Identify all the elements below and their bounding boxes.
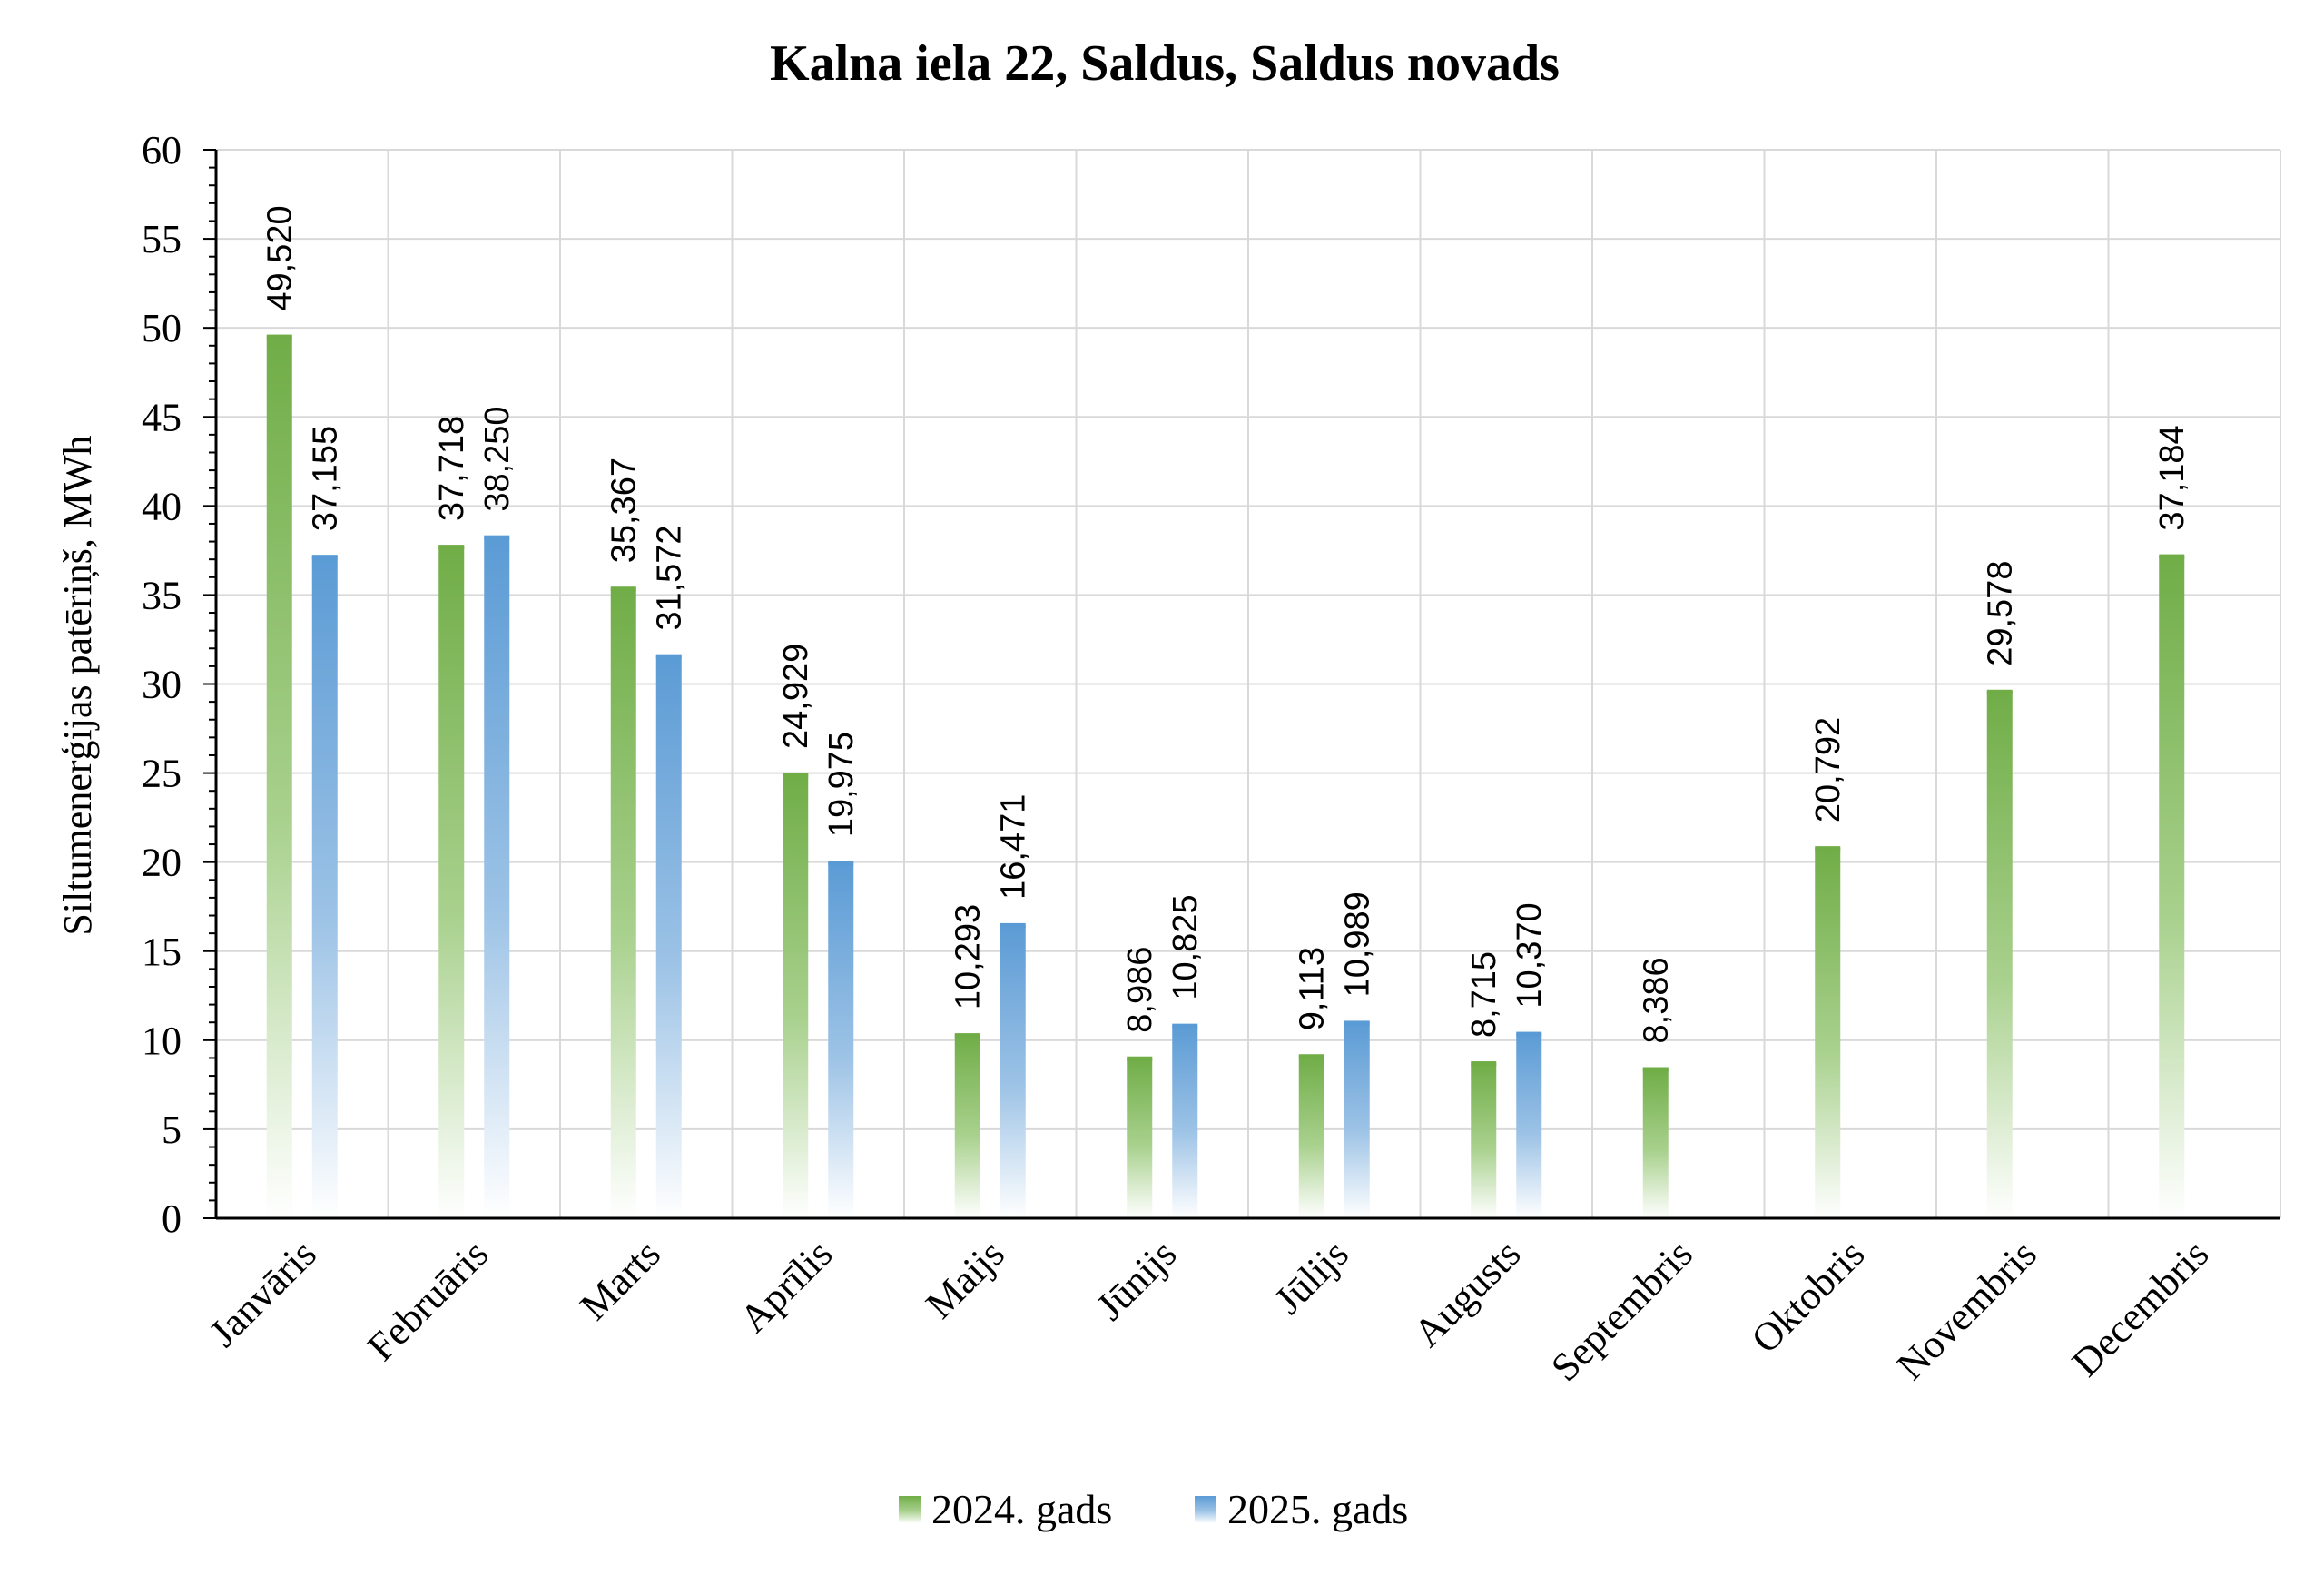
data-label: 10,370 (1511, 902, 1549, 1008)
data-label: 24,929 (777, 644, 815, 749)
bar-cap-s1 (655, 654, 682, 659)
x-tick-label: Jūnijs (1088, 1231, 1185, 1328)
data-label: 8,386 (1638, 957, 1676, 1043)
axes (203, 149, 2280, 1220)
legend-swatch-s1 (1195, 1496, 1216, 1523)
y-tick-label: 15 (142, 930, 182, 974)
x-tick-label: Janvāris (201, 1231, 325, 1355)
bar-s1 (655, 655, 682, 1218)
y-tick-label: 55 (142, 217, 182, 261)
bar-s0 (1642, 1068, 1669, 1218)
bar-s0 (783, 773, 809, 1218)
x-tick-label: Jūlijs (1265, 1231, 1356, 1322)
bar-s0 (954, 1035, 980, 1218)
bar-cap-s0 (1298, 1054, 1324, 1059)
bar-cap-s0 (1815, 846, 1841, 852)
data-label: 10,825 (1167, 894, 1205, 999)
bar-s0 (1986, 691, 2013, 1218)
y-tick-label: 50 (142, 306, 182, 350)
data-label: 38,250 (478, 406, 517, 511)
bar-cap-s0 (783, 772, 809, 777)
legend-swatch-s0 (899, 1496, 921, 1523)
bar-s0 (610, 588, 636, 1218)
bar-cap-s1 (1344, 1020, 1370, 1026)
legend: 2024. gads 2025. gads (899, 1486, 1408, 1532)
legend-label: 2024. gads (931, 1486, 1112, 1532)
data-label: 8,986 (1121, 947, 1159, 1033)
bar-cap-s0 (1642, 1067, 1669, 1072)
bar-cap-s0 (438, 545, 465, 550)
bar-cap-s1 (1172, 1023, 1198, 1029)
data-label: 29,578 (1982, 561, 2020, 666)
bar-s0 (2159, 556, 2185, 1218)
bar-s0 (1298, 1056, 1324, 1218)
bar-s1 (1000, 924, 1026, 1218)
y-axis-label: Siltumenerģijas patēriņš, MWh (55, 435, 100, 935)
bar-cap-s0 (1127, 1056, 1153, 1061)
bar-cap-s1 (484, 535, 510, 540)
y-tick-label: 20 (142, 841, 182, 885)
data-labels: 49,520 37,718 35,367 24,929 10,293 8,986 9,113… (261, 205, 2192, 1043)
bar-s0 (1815, 848, 1841, 1218)
bar-s0 (438, 546, 465, 1218)
gridlines (216, 149, 2281, 1218)
y-tick-label: 0 (162, 1196, 182, 1241)
bar-cap-s0 (954, 1033, 980, 1039)
data-label: 16,471 (995, 794, 1033, 900)
data-label: 10,293 (950, 904, 988, 1009)
y-tick-label: 30 (142, 663, 182, 707)
bar-s1 (1344, 1022, 1370, 1218)
y-tick-label: 45 (142, 395, 182, 439)
bar-cap-s1 (1516, 1031, 1542, 1037)
data-label: 37,184 (2153, 425, 2191, 530)
y-tick-label: 40 (142, 484, 182, 528)
bar-s0 (1127, 1058, 1153, 1218)
bar-cap-s1 (1000, 922, 1026, 928)
x-tick-label: Decembris (2063, 1231, 2217, 1384)
data-label: 8,715 (1465, 951, 1503, 1038)
bar-s1 (484, 537, 510, 1218)
data-label: 20,792 (1809, 717, 1847, 822)
x-tick-label: Oktobris (1743, 1231, 1874, 1362)
bar-s1 (1172, 1025, 1198, 1218)
x-tick-label: Maijs (917, 1231, 1013, 1327)
x-tick-label: Augusts (1405, 1231, 1530, 1355)
bar-s1 (1516, 1033, 1542, 1218)
bar-cap-s0 (1986, 689, 2013, 694)
bar-cap-s0 (266, 334, 292, 340)
x-tick-label: Novembris (1888, 1231, 2045, 1388)
bar-s1 (311, 556, 338, 1218)
bar-s0 (266, 336, 292, 1219)
y-tick-label: 10 (142, 1019, 182, 1063)
legend-label: 2025. gads (1227, 1486, 1408, 1532)
data-label: 37,155 (307, 426, 345, 531)
x-tick-label: Aprīlis (731, 1231, 841, 1341)
bar-cap-s1 (311, 555, 338, 560)
x-tick-label: Februāris (359, 1231, 497, 1369)
data-label: 10,989 (1339, 891, 1377, 997)
bar-cap-s0 (610, 586, 636, 592)
y-tick-label: 25 (142, 752, 182, 796)
bars (266, 334, 2185, 1219)
data-label: 31,572 (651, 525, 689, 630)
data-label: 19,975 (822, 732, 861, 837)
x-tick-label: Marts (572, 1231, 669, 1328)
y-tick-label: 35 (142, 573, 182, 617)
data-label: 37,718 (433, 416, 471, 521)
bar-cap-s0 (2159, 554, 2185, 559)
bar-s1 (828, 862, 854, 1218)
bar-s0 (1471, 1063, 1497, 1218)
y-tick-label: 60 (142, 128, 182, 172)
x-tick-label: Septembris (1542, 1231, 1701, 1390)
data-label: 49,520 (261, 205, 300, 310)
y-tick-label: 5 (162, 1108, 182, 1152)
bar-cap-s1 (828, 861, 854, 866)
bar-cap-s0 (1471, 1061, 1497, 1067)
data-label: 9,113 (1294, 947, 1332, 1030)
chart-title: Kalna iela 22, Saldus, Saldus novads (770, 35, 1560, 92)
data-label: 35,367 (606, 458, 644, 563)
